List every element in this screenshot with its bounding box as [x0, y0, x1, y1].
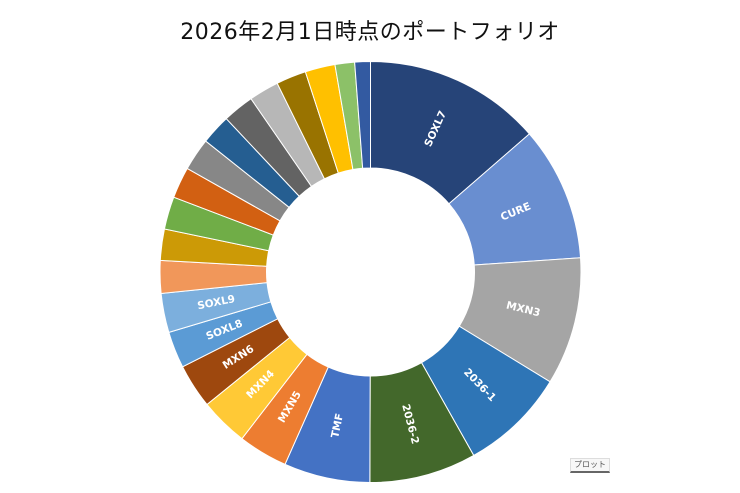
- chart-title: 2026年2月1日時点のポートフォリオ: [180, 20, 560, 45]
- slice-label: TMF: [329, 412, 346, 439]
- donut-slice: [354, 60, 371, 169]
- plot-button[interactable]: プロット: [570, 458, 610, 473]
